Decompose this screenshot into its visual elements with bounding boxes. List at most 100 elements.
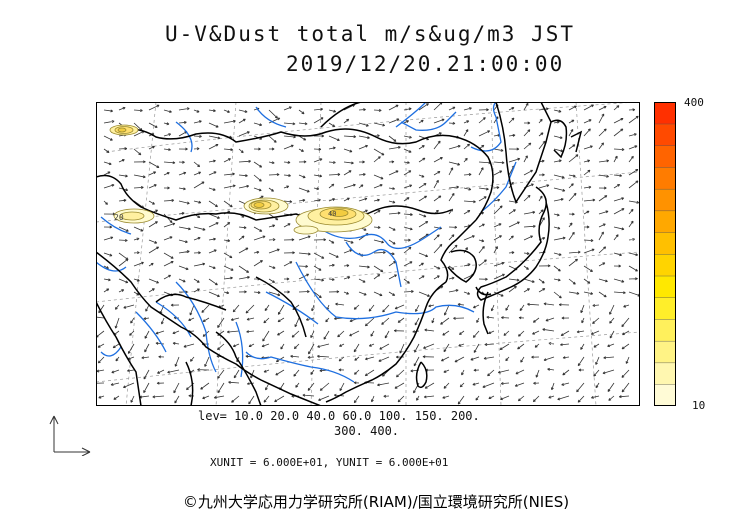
wind-vector: [112, 343, 120, 349]
wind-vector: [148, 104, 160, 111]
wind-vector: [238, 275, 250, 280]
wind-vector: [628, 277, 638, 281]
wind-vector: [228, 380, 240, 384]
wind-vector: [433, 234, 440, 241]
wind-vector: [118, 159, 125, 163]
wind-vector: [553, 174, 565, 179]
wind-vector: [621, 382, 630, 393]
wind-vector: [628, 265, 638, 272]
map-frame: [96, 102, 640, 406]
wind-vector: [458, 343, 465, 347]
wind-vector: [493, 161, 505, 165]
wind-vector: [414, 343, 420, 353]
wind-vector: [163, 274, 172, 280]
wind-vector: [538, 195, 543, 202]
wind-vector: [448, 265, 455, 270]
wind-vector: [553, 120, 560, 124]
wind-vector: [358, 291, 367, 296]
wind-vector: [110, 382, 120, 386]
wind-vector: [523, 102, 529, 111]
wind-vector: [148, 221, 158, 228]
wind-vector: [274, 395, 285, 403]
wind-vector: [143, 317, 150, 320]
wind-vector: [318, 395, 330, 401]
wind-vector: [532, 395, 540, 403]
wind-vector: [371, 395, 375, 403]
wind-vector: [208, 222, 219, 228]
colorbar-cell: [654, 166, 676, 190]
wind-vector: [532, 330, 540, 335]
wind-vector: [268, 278, 276, 283]
wind-vector: [583, 169, 591, 176]
wind-vector: [293, 343, 300, 350]
wind-vector: [310, 369, 315, 375]
wind-vector: [583, 238, 594, 242]
wind-vector: [343, 291, 350, 295]
wind-vector: [598, 223, 606, 228]
wind-vector: [133, 278, 140, 282]
wind-vector: [103, 200, 108, 205]
wind-vector: [553, 135, 563, 139]
wind-vector: [613, 147, 625, 151]
wind-vector: [453, 316, 465, 320]
wind-vector: [118, 278, 129, 284]
wind-vector: [193, 226, 206, 231]
wind-vector: [268, 135, 277, 143]
wind-vector: [238, 290, 247, 294]
wind-vector: [358, 197, 368, 202]
wind-vector: [316, 354, 330, 358]
wind-vector: [415, 304, 420, 312]
lat-lon-grid: [96, 102, 640, 406]
wind-vector: [463, 129, 469, 137]
wind-vector: [388, 226, 396, 231]
wind-vector: [373, 198, 380, 202]
wind-vector: [223, 172, 235, 176]
wind-vector: [523, 251, 530, 255]
dust-plume-northwest: [109, 124, 139, 136]
wind-vector: [583, 145, 593, 150]
wind-vector: [238, 131, 250, 137]
wind-vector: [373, 265, 384, 273]
wind-vector: [238, 235, 245, 241]
wind-vector: [553, 109, 562, 113]
wind-vector: [253, 260, 263, 267]
wind-vector: [628, 200, 640, 204]
wind-vector: [403, 278, 410, 284]
wind-vector: [193, 236, 201, 241]
wind-vector: [478, 246, 485, 254]
wind-vector: [264, 304, 270, 312]
wind-vector: [523, 288, 530, 293]
wind-vector: [337, 330, 345, 338]
wind-vector: [353, 304, 360, 310]
colorbar-cell: [654, 253, 676, 277]
wind-vector: [508, 221, 520, 228]
wind-vector: [96, 382, 105, 384]
wind-vector: [418, 262, 424, 267]
wind-vector: [261, 343, 270, 348]
wind-vector: [583, 291, 594, 295]
wind-vector: [358, 108, 366, 112]
wind-vector: [246, 382, 255, 386]
wind-vector: [607, 343, 615, 348]
wind-vector: [118, 289, 125, 293]
wind-vector: [268, 117, 281, 124]
wind-vector: [253, 226, 263, 232]
wind-vector: [613, 197, 625, 202]
wind-vector-field: [96, 102, 640, 405]
wind-vector: [478, 259, 487, 267]
wind-vector: [223, 200, 233, 208]
wind-vector: [167, 369, 180, 374]
wind-vector: [457, 303, 465, 307]
wind-vector: [448, 225, 458, 229]
wind-vector: [623, 304, 630, 308]
wind-vector: [343, 239, 354, 244]
wind-vector: [253, 147, 261, 151]
wind-vector: [245, 304, 255, 314]
wind-vector: [517, 343, 525, 350]
wind-vector: [283, 173, 291, 177]
wind-vector: [354, 356, 360, 361]
wind-vector: [313, 117, 324, 124]
wind-vector: [490, 304, 495, 312]
wind-vector: [158, 355, 165, 359]
wind-vector: [307, 355, 315, 359]
